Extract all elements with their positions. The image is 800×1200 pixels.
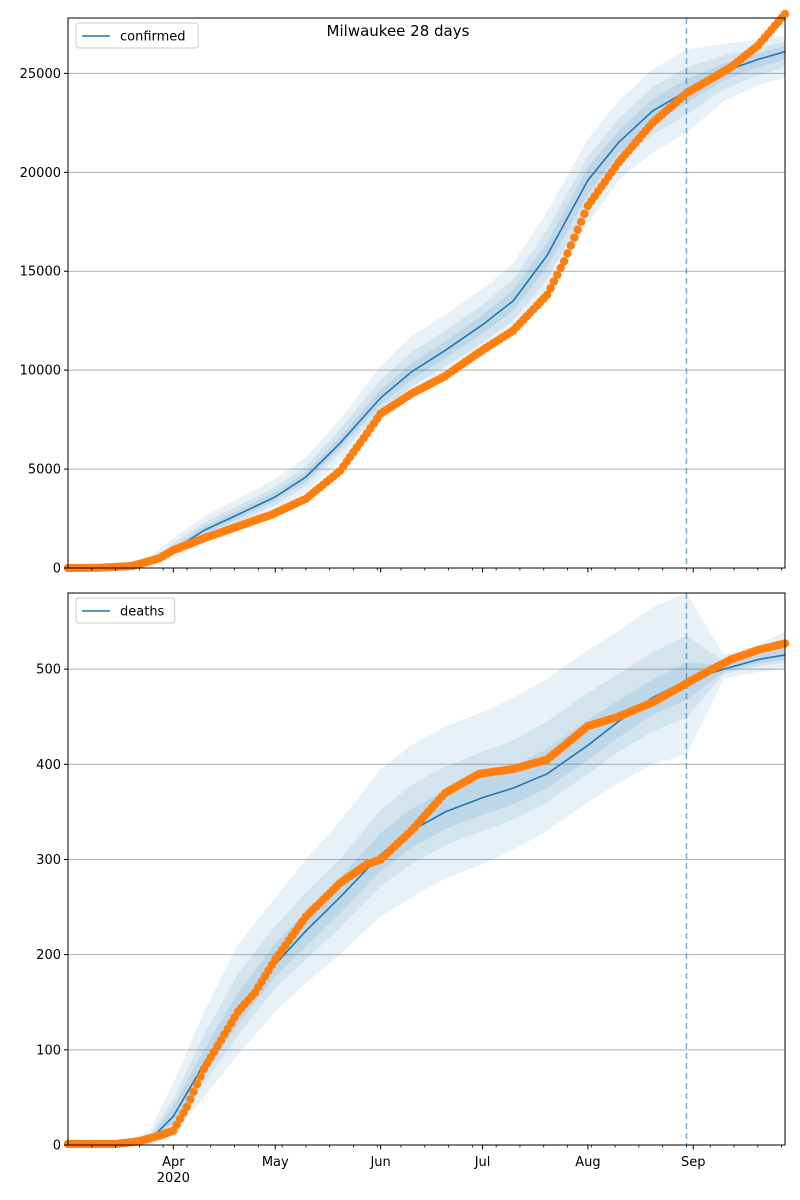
x-tick-label: May bbox=[262, 1155, 289, 1170]
chart-title: Milwaukee 28 days bbox=[327, 22, 470, 40]
axes-frame bbox=[67, 592, 786, 1146]
observed-point bbox=[553, 270, 562, 279]
x-tick-label: Aug bbox=[575, 1155, 600, 1170]
y-tick-label: 15000 bbox=[20, 265, 61, 280]
y-tick-label: 300 bbox=[36, 853, 61, 868]
legend-label: deaths bbox=[120, 605, 165, 620]
y-tick-label: 200 bbox=[36, 948, 61, 963]
observed-point bbox=[546, 284, 555, 293]
x-tick-label: Jun bbox=[369, 1155, 390, 1170]
y-tick-label: 20000 bbox=[20, 166, 61, 181]
x-tick-label: Sep bbox=[681, 1155, 706, 1170]
y-tick-label: 100 bbox=[36, 1043, 61, 1058]
y-tick-label: 5000 bbox=[28, 463, 61, 478]
legend-box bbox=[75, 22, 199, 49]
observed-point bbox=[580, 209, 589, 219]
y-tick-label: 10000 bbox=[20, 364, 61, 379]
observed-point bbox=[189, 1087, 198, 1096]
legend-box bbox=[75, 597, 176, 624]
legend-label: confirmed bbox=[120, 30, 186, 45]
observed-point bbox=[549, 277, 559, 286]
y-tick-label: 25000 bbox=[20, 67, 61, 82]
observed-point bbox=[182, 1102, 192, 1112]
observed-point bbox=[559, 257, 569, 266]
observed-point bbox=[566, 241, 576, 250]
x-tick-label: Jul bbox=[474, 1155, 491, 1170]
observed-point bbox=[186, 1095, 195, 1104]
y-tick-label: 0 bbox=[53, 1139, 61, 1154]
y-tick-label: 500 bbox=[36, 663, 61, 678]
observed-point bbox=[576, 217, 586, 226]
observed-point bbox=[570, 233, 579, 242]
uncertainty-band-middle bbox=[68, 41, 785, 568]
observed-point bbox=[192, 1079, 202, 1089]
y-tick-label: 0 bbox=[53, 562, 61, 577]
x-tick-label: Apr bbox=[162, 1155, 185, 1170]
confirmed-panel: 0 5000 10000 15000 20000 25000 confirmed bbox=[20, 9, 790, 577]
uncertainty-band-outer bbox=[68, 35, 785, 569]
y-tick-label: 400 bbox=[36, 758, 61, 773]
observed-point bbox=[573, 225, 582, 234]
axes-frame bbox=[67, 17, 786, 569]
observed-point bbox=[542, 290, 552, 300]
observed-point bbox=[196, 1072, 205, 1081]
uncertainty-band-middle bbox=[68, 635, 785, 1145]
x-year-label: 2020 bbox=[157, 1171, 190, 1186]
observed-point bbox=[563, 249, 572, 258]
deaths-panel: 0 100 200 300 400 500 Apr May Jun Jul Aug Sep 2020 de… bbox=[36, 592, 790, 1186]
observed-point bbox=[556, 263, 565, 273]
observed-point bbox=[780, 9, 790, 19]
